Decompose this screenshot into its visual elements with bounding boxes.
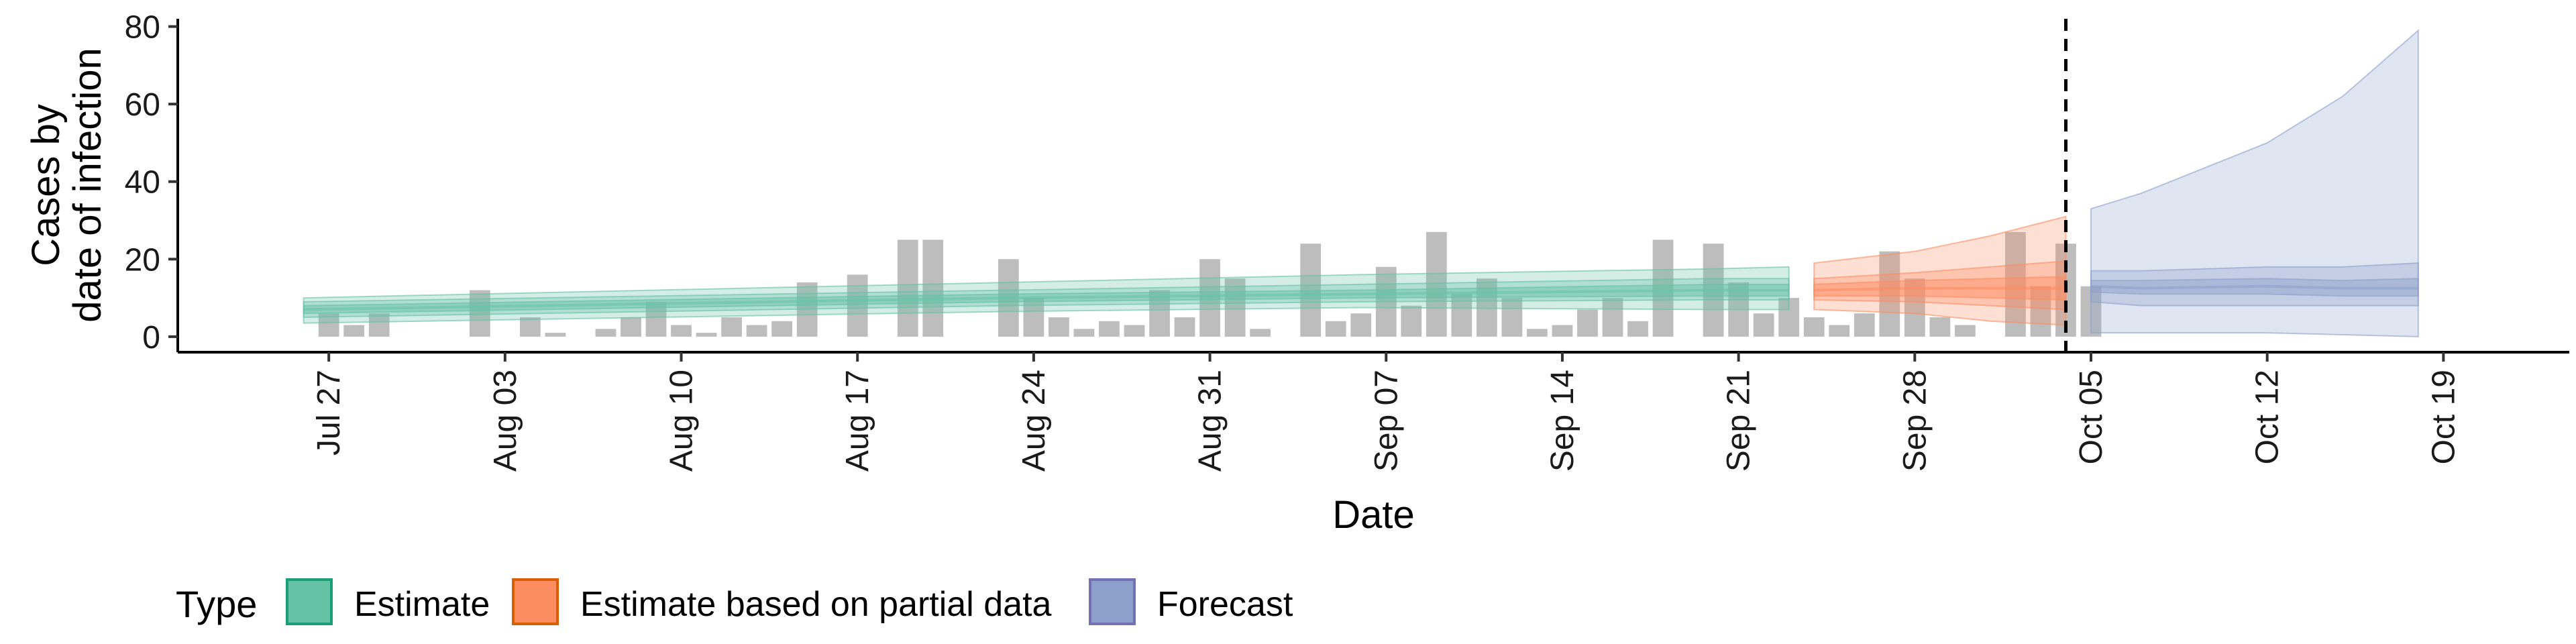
case-bar [1023,298,1044,337]
case-bar [1577,309,1598,337]
legend: Type Estimate Estimate based on partial d… [176,578,1293,625]
case-bar [1652,239,1674,337]
case-bar [1602,298,1623,337]
case-bar [519,317,541,337]
legend-title: Type [176,583,257,625]
case-bar [1124,325,1145,337]
case-bar [545,333,566,337]
legend-swatch [1089,578,1136,625]
case-bar [897,239,918,337]
x-axis-ticks: Jul 27 Aug 03 Aug 10 Aug 17 Aug 24 Aug 31 Sep … [311,352,2461,472]
case-bar [2005,231,2026,337]
case-bar [721,317,742,337]
case-bar [1854,313,1875,337]
x-tick-label: Sep 14 [1545,370,1580,472]
case-bar [1426,231,1447,337]
case-bar [2030,286,2051,337]
case-bar [1829,325,1850,337]
x-tick-label: Oct 19 [2426,370,2461,464]
axes: 0 20 40 60 80 Jul 27 Aug 03 Aug 10 Aug 17 Aug 24… [125,10,2569,472]
legend-entries: Estimate Estimate based on partial data Fo… [286,578,1293,625]
case-bar [1250,329,1271,337]
legend-swatch [286,578,333,625]
case-bar [1350,313,1372,337]
estimate-based-on-partial-data-median-line [1814,286,2066,292]
x-axis-title: Date [1332,493,1415,537]
x-tick-label: Sep 07 [1368,370,1404,472]
legend-label: Forecast [1157,585,1293,624]
legend-swatch [512,578,559,625]
case-bar [1073,329,1095,337]
x-tick-label: Aug 03 [488,370,523,472]
x-tick-label: Oct 05 [2074,370,2109,464]
case-bar [1049,317,1069,337]
y-tick-label: 0 [142,320,160,356]
estimate-median-line [303,288,1789,311]
case-bar [671,325,692,337]
case-bar [1627,321,1648,337]
x-tick-label: Aug 17 [840,370,875,472]
y-tick-label: 20 [125,242,160,278]
x-tick-label: Oct 12 [2250,370,2286,464]
estimate-outer-band [303,266,1790,324]
case-bar [1199,259,1220,337]
estimate-ribbons [303,29,2419,337]
x-tick-label: Jul 27 [311,370,347,455]
x-tick-label: Aug 31 [1193,370,1228,472]
y-axis-title-line-2: date of infection [66,48,109,323]
case-bar [1325,321,1346,337]
case-bar [1803,317,1825,337]
case-bar [1527,329,1548,337]
case-bar [1099,321,1120,337]
case-bar [1501,298,1523,337]
case-bar [1149,290,1170,337]
legend-label: Estimate based on partial data [580,585,1052,624]
y-tick-label: 60 [125,87,160,123]
y-tick-label: 40 [125,165,160,201]
case-bar [1174,317,1195,337]
forecast-median-line [2090,284,2418,290]
estimate-inner-band [303,283,1790,315]
case-bar [1224,278,1246,337]
case-bar [1954,325,1976,337]
y-tick-label: 80 [125,10,160,46]
case-bar [343,325,365,337]
case-bar [368,313,390,337]
case-bar [1552,325,1573,337]
forecast-middle-band [2090,262,2419,307]
case-bar [771,321,793,337]
case-bar [1401,305,1422,337]
x-tick-label: Sep 21 [1721,370,1757,472]
legend-label: Estimate [354,585,490,624]
x-tick-label: Aug 24 [1016,370,1052,472]
case-bar [1879,251,1900,337]
case-bar [696,333,717,337]
case-bar [621,317,641,337]
case-bar [746,325,767,337]
forecast-outer-band [2090,29,2419,337]
case-bar [469,290,490,337]
x-tick-label: Sep 28 [1897,370,1933,472]
y-axis-ticks: 0 20 40 60 80 [125,10,178,356]
case-bar [1929,317,1951,337]
y-axis-title-line-1: Cases by [24,104,68,266]
case-bar [1753,313,1774,337]
case-bar [595,329,616,337]
case-bar [922,239,944,337]
x-tick-label: Aug 10 [664,370,700,472]
